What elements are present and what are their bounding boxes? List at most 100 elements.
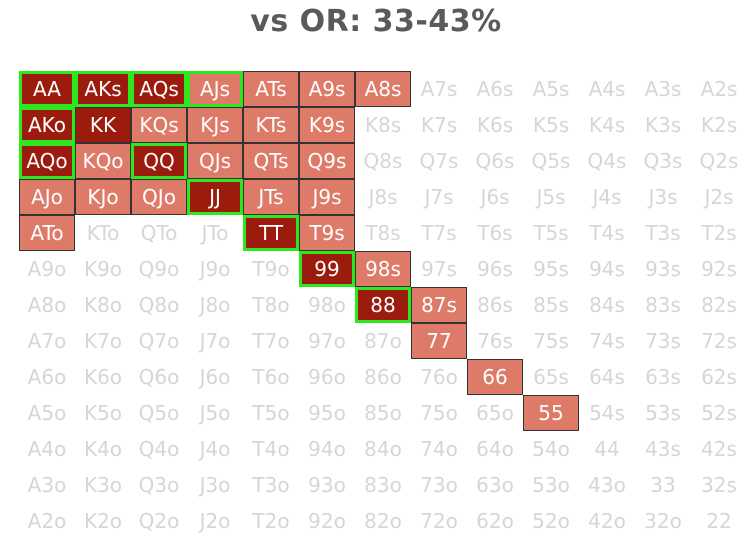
hand-cell-T8s: T8s <box>365 221 401 245</box>
hand-cell-Q6s: Q6s <box>475 149 515 173</box>
hand-cell-QJo: QJo <box>131 179 187 215</box>
hand-cell-A8o: A8o <box>27 293 67 317</box>
hand-cell-72o: 72o <box>420 509 458 533</box>
hand-cell-A7o: A7o <box>27 329 67 353</box>
hand-cell-72s: 72s <box>701 329 737 353</box>
hand-cell-82o: 82o <box>364 509 402 533</box>
hand-cell-T9s: T9s <box>299 215 355 251</box>
hand-cell-J9o: J9o <box>199 257 231 281</box>
hand-cell-K2o: K2o <box>83 509 123 533</box>
hand-cell-43s: 43s <box>645 437 681 461</box>
hand-cell-A5o: A5o <box>27 401 67 425</box>
hand-cell-K9s: K9s <box>299 107 355 143</box>
hand-cell-ATo: ATo <box>19 215 75 251</box>
hand-cell-74s: 74s <box>589 329 625 353</box>
hand-cell-Q5o: Q5o <box>138 401 180 425</box>
hand-cell-42o: 42o <box>588 509 626 533</box>
hand-cell-87s: 87s <box>411 287 467 323</box>
hand-cell-83s: 83s <box>645 293 681 317</box>
hand-cell-Q9o: Q9o <box>138 257 180 281</box>
hand-cell-T9o: T9o <box>252 257 290 281</box>
hand-cell-A8s: A8s <box>355 71 411 107</box>
hand-cell-A7s: A7s <box>420 77 458 101</box>
hand-cell-96o: 96o <box>308 365 346 389</box>
hand-cell-A4o: A4o <box>27 437 67 461</box>
hand-cell-J8o: J8o <box>199 293 231 317</box>
hand-cell-AQo: AQo <box>19 143 75 179</box>
hand-cell-64o: 64o <box>476 437 514 461</box>
hand-cell-T7o: T7o <box>252 329 290 353</box>
hand-cell-98s: 98s <box>355 251 411 287</box>
hand-cell-J3s: J3s <box>648 185 678 209</box>
hand-cell-AQs: AQs <box>131 71 187 107</box>
hand-cell-62s: 62s <box>701 365 737 389</box>
hand-cell-94o: 94o <box>308 437 346 461</box>
hand-cell-Q9s: Q9s <box>299 143 355 179</box>
hand-cell-K6o: K6o <box>83 365 123 389</box>
hand-cell-J3o: J3o <box>199 473 231 497</box>
hand-cell-95o: 95o <box>308 401 346 425</box>
hand-cell-94s: 94s <box>589 257 625 281</box>
hand-cell-T6s: T6s <box>477 221 513 245</box>
hand-cell-JJ: JJ <box>187 179 243 215</box>
hand-cell-KJo: KJo <box>75 179 131 215</box>
hand-cell-97o: 97o <box>308 329 346 353</box>
hand-cell-Q8o: Q8o <box>138 293 180 317</box>
hand-cell-A9o: A9o <box>27 257 67 281</box>
hand-cell-J7s: J7s <box>424 185 454 209</box>
hand-cell-88: 88 <box>355 287 411 323</box>
hand-cell-76o: 76o <box>420 365 458 389</box>
hand-cell-54o: 54o <box>532 437 570 461</box>
hand-cell-73s: 73s <box>645 329 681 353</box>
hand-cell-A9s: A9s <box>299 71 355 107</box>
hand-cell-Q7s: Q7s <box>419 149 459 173</box>
hand-cell-32o: 32o <box>644 509 682 533</box>
hand-cell-ATs: ATs <box>243 71 299 107</box>
hand-cell-53o: 53o <box>532 473 570 497</box>
hand-cell-95s: 95s <box>533 257 569 281</box>
hand-cell-93o: 93o <box>308 473 346 497</box>
hand-cell-AJo: AJo <box>19 179 75 215</box>
hand-cell-K8s: K8s <box>364 113 402 137</box>
hand-cell-73o: 73o <box>420 473 458 497</box>
hand-cell-J4o: J4o <box>199 437 231 461</box>
hand-cell-A4s: A4s <box>588 77 626 101</box>
hand-cell-Q5s: Q5s <box>531 149 571 173</box>
hand-cell-J7o: J7o <box>199 329 231 353</box>
hand-cell-K6s: K6s <box>476 113 514 137</box>
hand-cell-K4s: K4s <box>588 113 626 137</box>
hand-cell-J5s: J5s <box>536 185 566 209</box>
hand-cell-Q2o: Q2o <box>138 509 180 533</box>
hand-cell-J6s: J6s <box>480 185 510 209</box>
hand-cell-63s: 63s <box>645 365 681 389</box>
hand-cell-K4o: K4o <box>83 437 123 461</box>
hand-cell-KK: KK <box>75 107 131 143</box>
hand-cell-A2s: A2s <box>700 77 738 101</box>
hand-cell-KQs: KQs <box>131 107 187 143</box>
hand-cell-T2s: T2s <box>701 221 737 245</box>
chart-title: vs OR: 33-43% <box>250 4 502 39</box>
hand-cell-J8s: J8s <box>368 185 398 209</box>
hand-cell-99: 99 <box>299 251 355 287</box>
hand-cell-K5o: K5o <box>83 401 123 425</box>
hand-cell-KQo: KQo <box>75 143 131 179</box>
hand-cell-84o: 84o <box>364 437 402 461</box>
hand-cell-J9s: J9s <box>299 179 355 215</box>
hand-cell-66: 66 <box>467 359 523 395</box>
hand-cell-97s: 97s <box>421 257 457 281</box>
hand-cell-T4s: T4s <box>589 221 625 245</box>
hand-cell-JTo: JTo <box>201 221 229 245</box>
hand-cell-A3s: A3s <box>644 77 682 101</box>
hand-cell-A3o: A3o <box>27 473 67 497</box>
hand-cell-T5o: T5o <box>252 401 290 425</box>
hand-cell-52o: 52o <box>532 509 570 533</box>
hand-cell-KTo: KTo <box>86 221 120 245</box>
hand-cell-83o: 83o <box>364 473 402 497</box>
hand-cell-76s: 76s <box>477 329 513 353</box>
hand-cell-74o: 74o <box>420 437 458 461</box>
hand-cell-96s: 96s <box>477 257 513 281</box>
hand-cell-K5s: K5s <box>532 113 570 137</box>
hand-cell-62o: 62o <box>476 509 514 533</box>
hand-cell-42s: 42s <box>701 437 737 461</box>
hand-cell-AKo: AKo <box>19 107 75 143</box>
